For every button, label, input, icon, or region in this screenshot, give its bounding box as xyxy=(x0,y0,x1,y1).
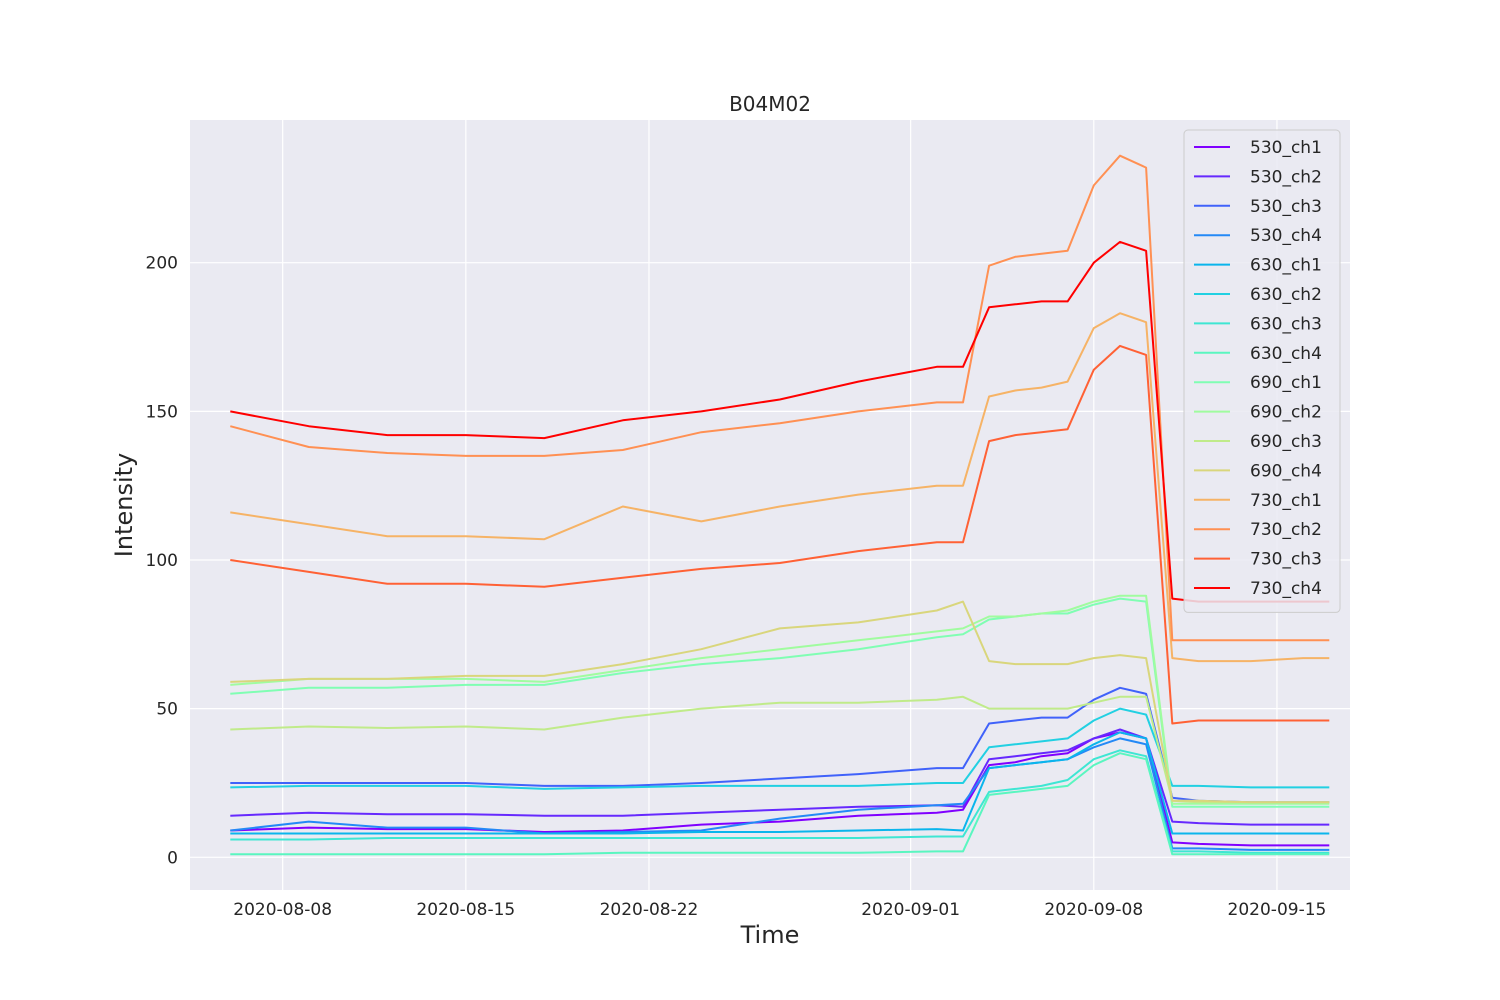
x-axis-ticks: 2020-08-08 2020-08-15 2020-08-22 2020-09-01… xyxy=(233,900,1326,920)
series-line-690_ch1 xyxy=(230,597,1330,808)
y-axis-label: Intensity xyxy=(110,453,138,557)
legend-entry: 630_ch4 xyxy=(1250,344,1322,364)
series-line-730_ch4 xyxy=(230,240,1330,603)
series-line-630_ch2 xyxy=(230,707,1330,790)
y-tick-label: 150 xyxy=(146,402,178,422)
legend-entry: 530_ch3 xyxy=(1250,197,1322,217)
legend-entry: 630_ch1 xyxy=(1250,256,1322,276)
legend-entry: 730_ch3 xyxy=(1250,550,1322,570)
y-tick-label: 0 xyxy=(167,848,178,868)
legend-entry: 530_ch1 xyxy=(1250,138,1322,158)
legend-entry: 730_ch4 xyxy=(1250,579,1322,599)
legend-entry: 690_ch2 xyxy=(1250,403,1322,423)
x-tick-label: 2020-08-08 xyxy=(233,900,332,920)
y-tick-label: 50 xyxy=(156,700,178,720)
series-line-730_ch3 xyxy=(230,344,1330,725)
series-line-730_ch1 xyxy=(230,312,1330,663)
legend-entry: 630_ch3 xyxy=(1250,314,1322,334)
legend-entry: 530_ch2 xyxy=(1250,167,1322,187)
legend-entry: 690_ch1 xyxy=(1250,373,1322,393)
y-tick-label: 100 xyxy=(146,551,178,571)
x-tick-label: 2020-08-22 xyxy=(600,900,699,920)
legend-entry: 730_ch2 xyxy=(1250,520,1322,540)
legend-entry: 690_ch4 xyxy=(1250,461,1322,481)
legend-entry: 530_ch4 xyxy=(1250,226,1322,246)
plot-area xyxy=(190,120,1350,890)
legend-entry: 690_ch3 xyxy=(1250,432,1322,452)
series-line-690_ch2 xyxy=(230,594,1330,805)
legend: 530_ch1 530_ch2 530_ch3 530_ch4 630_ch1 630_c… xyxy=(1183,129,1341,613)
legend-entry: 630_ch2 xyxy=(1250,285,1322,305)
series-line-530_ch3 xyxy=(230,686,1330,804)
y-axis-ticks: 0 50 100 150 200 xyxy=(146,254,178,869)
x-axis-label: Time xyxy=(740,921,800,949)
series-line-530_ch2 xyxy=(230,728,1330,826)
series-line-690_ch4 xyxy=(230,600,1330,804)
legend-box xyxy=(1183,129,1341,613)
x-tick-label: 2020-08-15 xyxy=(416,900,515,920)
x-tick-label: 2020-09-08 xyxy=(1044,900,1143,920)
series-line-630_ch4 xyxy=(230,752,1330,856)
chart-title: B04M02 xyxy=(729,92,811,116)
y-tick-label: 200 xyxy=(146,254,178,274)
x-tick-label: 2020-09-01 xyxy=(861,900,960,920)
series-line-630_ch3 xyxy=(230,749,1330,854)
series-line-630_ch1 xyxy=(230,731,1330,835)
x-tick-label: 2020-09-15 xyxy=(1228,900,1327,920)
series-group xyxy=(230,154,1330,856)
series-line-730_ch2 xyxy=(230,154,1330,642)
legend-entry: 730_ch1 xyxy=(1250,491,1322,511)
